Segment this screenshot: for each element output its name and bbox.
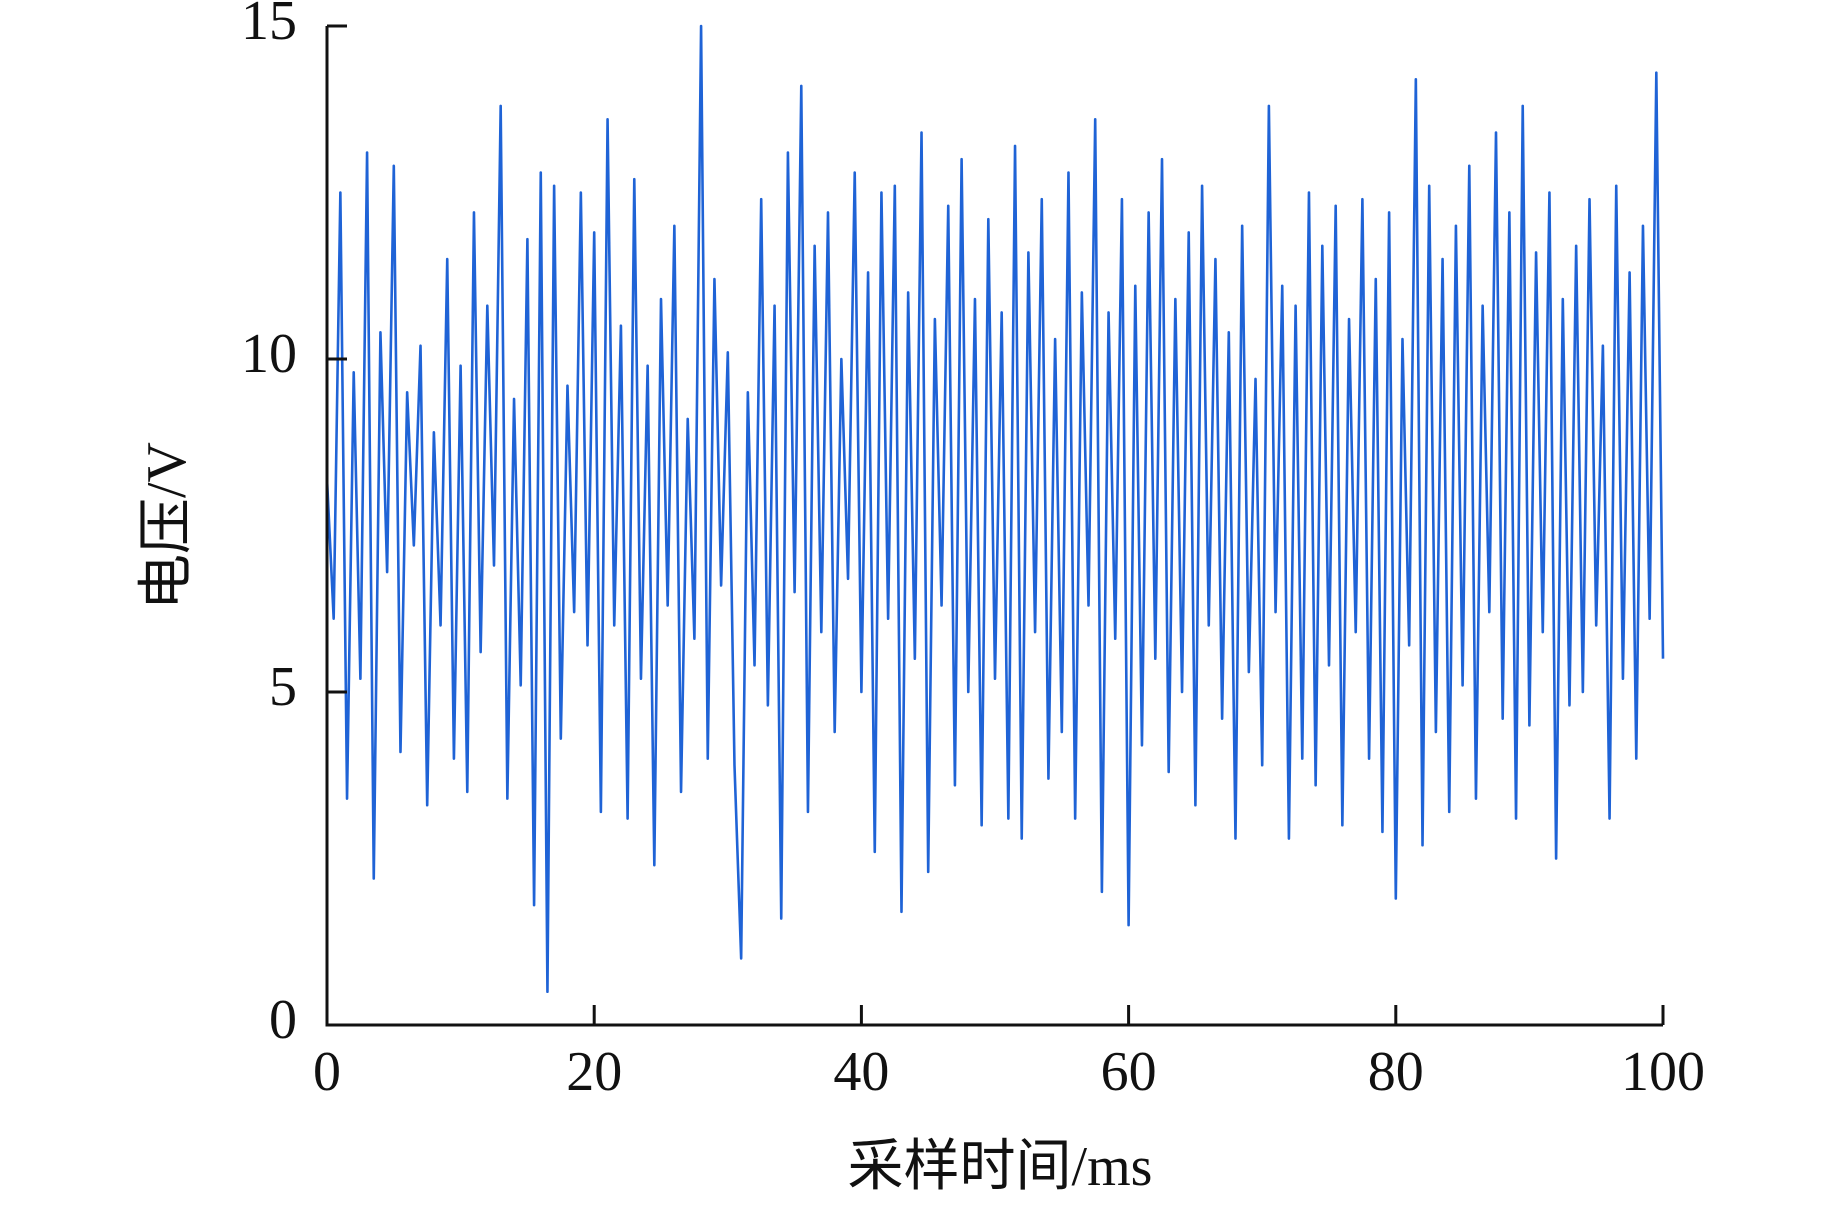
y-tick-label: 10 — [241, 323, 297, 385]
x-tick-label: 60 — [1101, 1041, 1157, 1103]
x-tick-label: 100 — [1621, 1041, 1705, 1103]
y-tick-label: 0 — [269, 989, 297, 1051]
y-tick-label: 15 — [241, 0, 297, 52]
data-line — [325, 24, 1665, 993]
x-tick-label: 20 — [566, 1041, 622, 1103]
axis-lines — [325, 26, 1663, 1027]
x-axis-title: 采样时间/ms — [848, 1136, 1153, 1198]
x-tick-label: 0 — [313, 1041, 341, 1103]
x-tick-label: 80 — [1368, 1041, 1424, 1103]
y-axis-title: 电压/V — [136, 442, 198, 610]
x-tick-label: 40 — [833, 1041, 889, 1103]
y-tick-label: 5 — [269, 656, 297, 718]
